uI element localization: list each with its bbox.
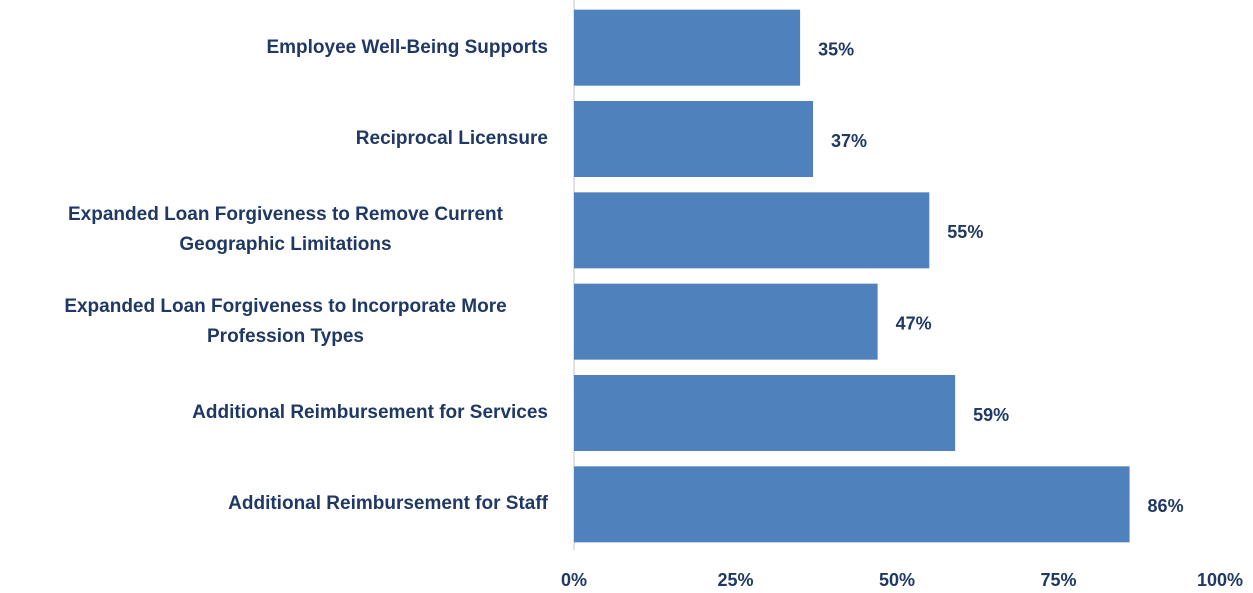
value-label: 59% xyxy=(973,405,1009,425)
x-tick-label: 50% xyxy=(879,570,915,590)
category-text: Additional Reimbursement for Staff xyxy=(228,493,548,515)
bar xyxy=(574,192,930,269)
category-label: Additional Reimbursement for Staff xyxy=(228,489,548,519)
category-text: Expanded Loan Forgiveness to Incorporate… xyxy=(64,295,507,347)
category-label: Employee Well-Being Supports xyxy=(266,33,548,63)
x-tick-label: 75% xyxy=(1040,570,1076,590)
bar xyxy=(574,101,814,177)
bar xyxy=(574,283,878,360)
x-tick-label: 0% xyxy=(561,570,587,590)
value-label: 47% xyxy=(896,313,932,333)
x-tick-label: 100% xyxy=(1197,570,1243,590)
bar xyxy=(574,466,1130,543)
category-label: Expanded Loan Forgiveness to Remove Curr… xyxy=(23,200,548,260)
category-label: Additional Reimbursement for Services xyxy=(192,398,548,428)
category-text: Expanded Loan Forgiveness to Remove Curr… xyxy=(68,204,503,256)
value-label: 37% xyxy=(831,131,867,151)
category-text: Additional Reimbursement for Services xyxy=(192,402,548,423)
category-text: Employee Well-Being Supports xyxy=(266,36,548,58)
category-label: Expanded Loan Forgiveness to Incorporate… xyxy=(23,292,548,352)
category-text: Reciprocal Licensure xyxy=(355,128,548,149)
value-label: 86% xyxy=(1148,496,1184,516)
value-label: 55% xyxy=(947,222,983,242)
bar xyxy=(574,9,801,86)
value-label: 35% xyxy=(818,39,854,59)
bar xyxy=(574,375,956,451)
category-label: Reciprocal Licensure xyxy=(356,124,548,154)
x-tick-label: 25% xyxy=(717,570,753,590)
